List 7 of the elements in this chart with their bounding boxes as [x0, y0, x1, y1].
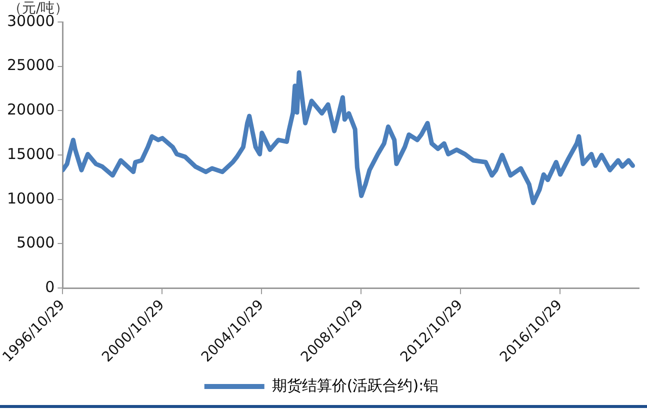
y-tick-label: 10000 — [7, 189, 55, 208]
y-tick-label: 20000 — [7, 100, 55, 119]
y-tick-label: 15000 — [7, 144, 55, 163]
y-tick-label: 25000 — [7, 56, 55, 74]
legend-label: 期货结算价(活跃合约):铝 — [272, 376, 439, 394]
y-tick-label: 0 — [45, 278, 55, 296]
y-tick-label: 5000 — [16, 234, 55, 252]
